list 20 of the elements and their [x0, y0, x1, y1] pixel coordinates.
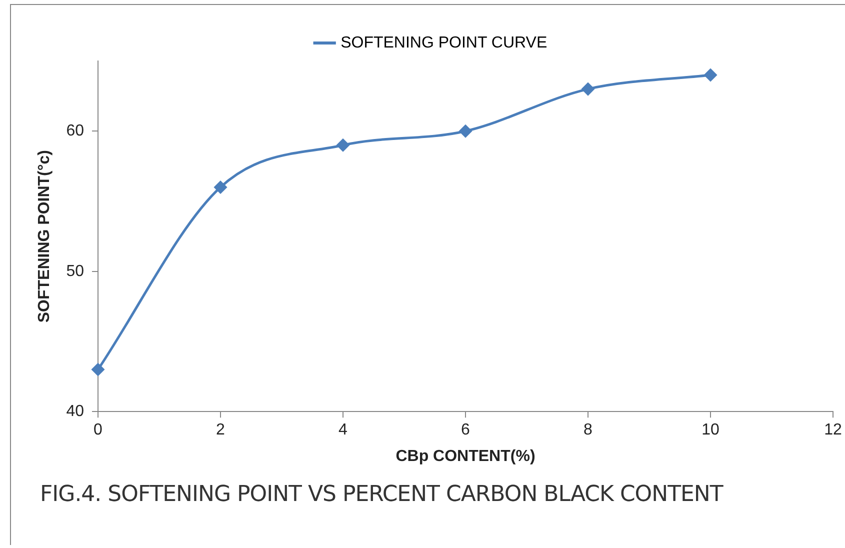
point	[704, 68, 717, 82]
point	[214, 180, 227, 194]
x-tick-label: 4	[338, 422, 348, 439]
caption: FIG.4. SOFTENING POINT VS PERCENT CARBON BLACK CONTENT	[40, 482, 723, 507]
y-tick-label: 60	[66, 122, 84, 140]
point	[336, 138, 350, 152]
x-tick-label: 0	[94, 422, 103, 439]
x-tick-label: 10	[702, 422, 720, 439]
point	[92, 363, 104, 376]
y-tick-label: 50	[66, 262, 84, 280]
point	[459, 124, 472, 138]
legend-label: SOFTENING POINT CURVE	[340, 34, 548, 52]
x-axis-title: CBp CONTENT(%)	[396, 448, 536, 465]
x-tick-label: 2	[216, 422, 226, 439]
y-tick-label: 40	[66, 403, 84, 420]
point	[582, 82, 594, 96]
x-tick-label: 6	[461, 422, 470, 439]
y-axis-title: SOFTENING POINT(°c)	[36, 150, 54, 323]
x-tick-label: 12	[824, 422, 842, 439]
x-tick-label: 8	[584, 422, 593, 439]
